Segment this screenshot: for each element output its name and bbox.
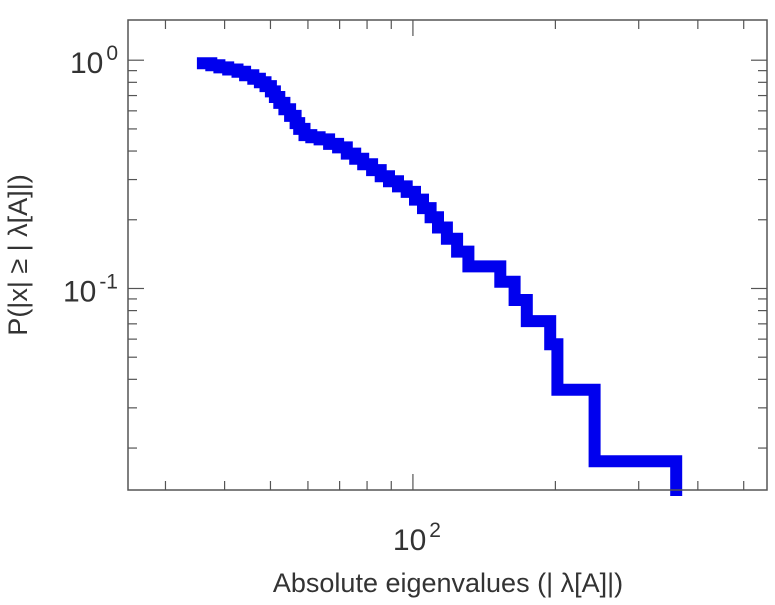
tick-labels: 10 2 10 0 10 -1 bbox=[63, 42, 441, 557]
series-layer bbox=[196, 57, 683, 496]
y-tick-label: 10 -1 bbox=[63, 270, 118, 308]
plot-frame bbox=[127, 19, 768, 491]
data-series-line bbox=[196, 57, 683, 496]
minor-ticks bbox=[128, 20, 767, 490]
y-tick-label: 10 0 bbox=[70, 42, 118, 80]
x-axis-label: Absolute eigenvalues (| λ[A]|) bbox=[273, 568, 623, 598]
x-tick-label: 10 2 bbox=[393, 519, 441, 557]
major-ticks bbox=[128, 20, 767, 490]
y-axis-label: P(|x| ≥ | λ[A]|) bbox=[3, 174, 33, 335]
